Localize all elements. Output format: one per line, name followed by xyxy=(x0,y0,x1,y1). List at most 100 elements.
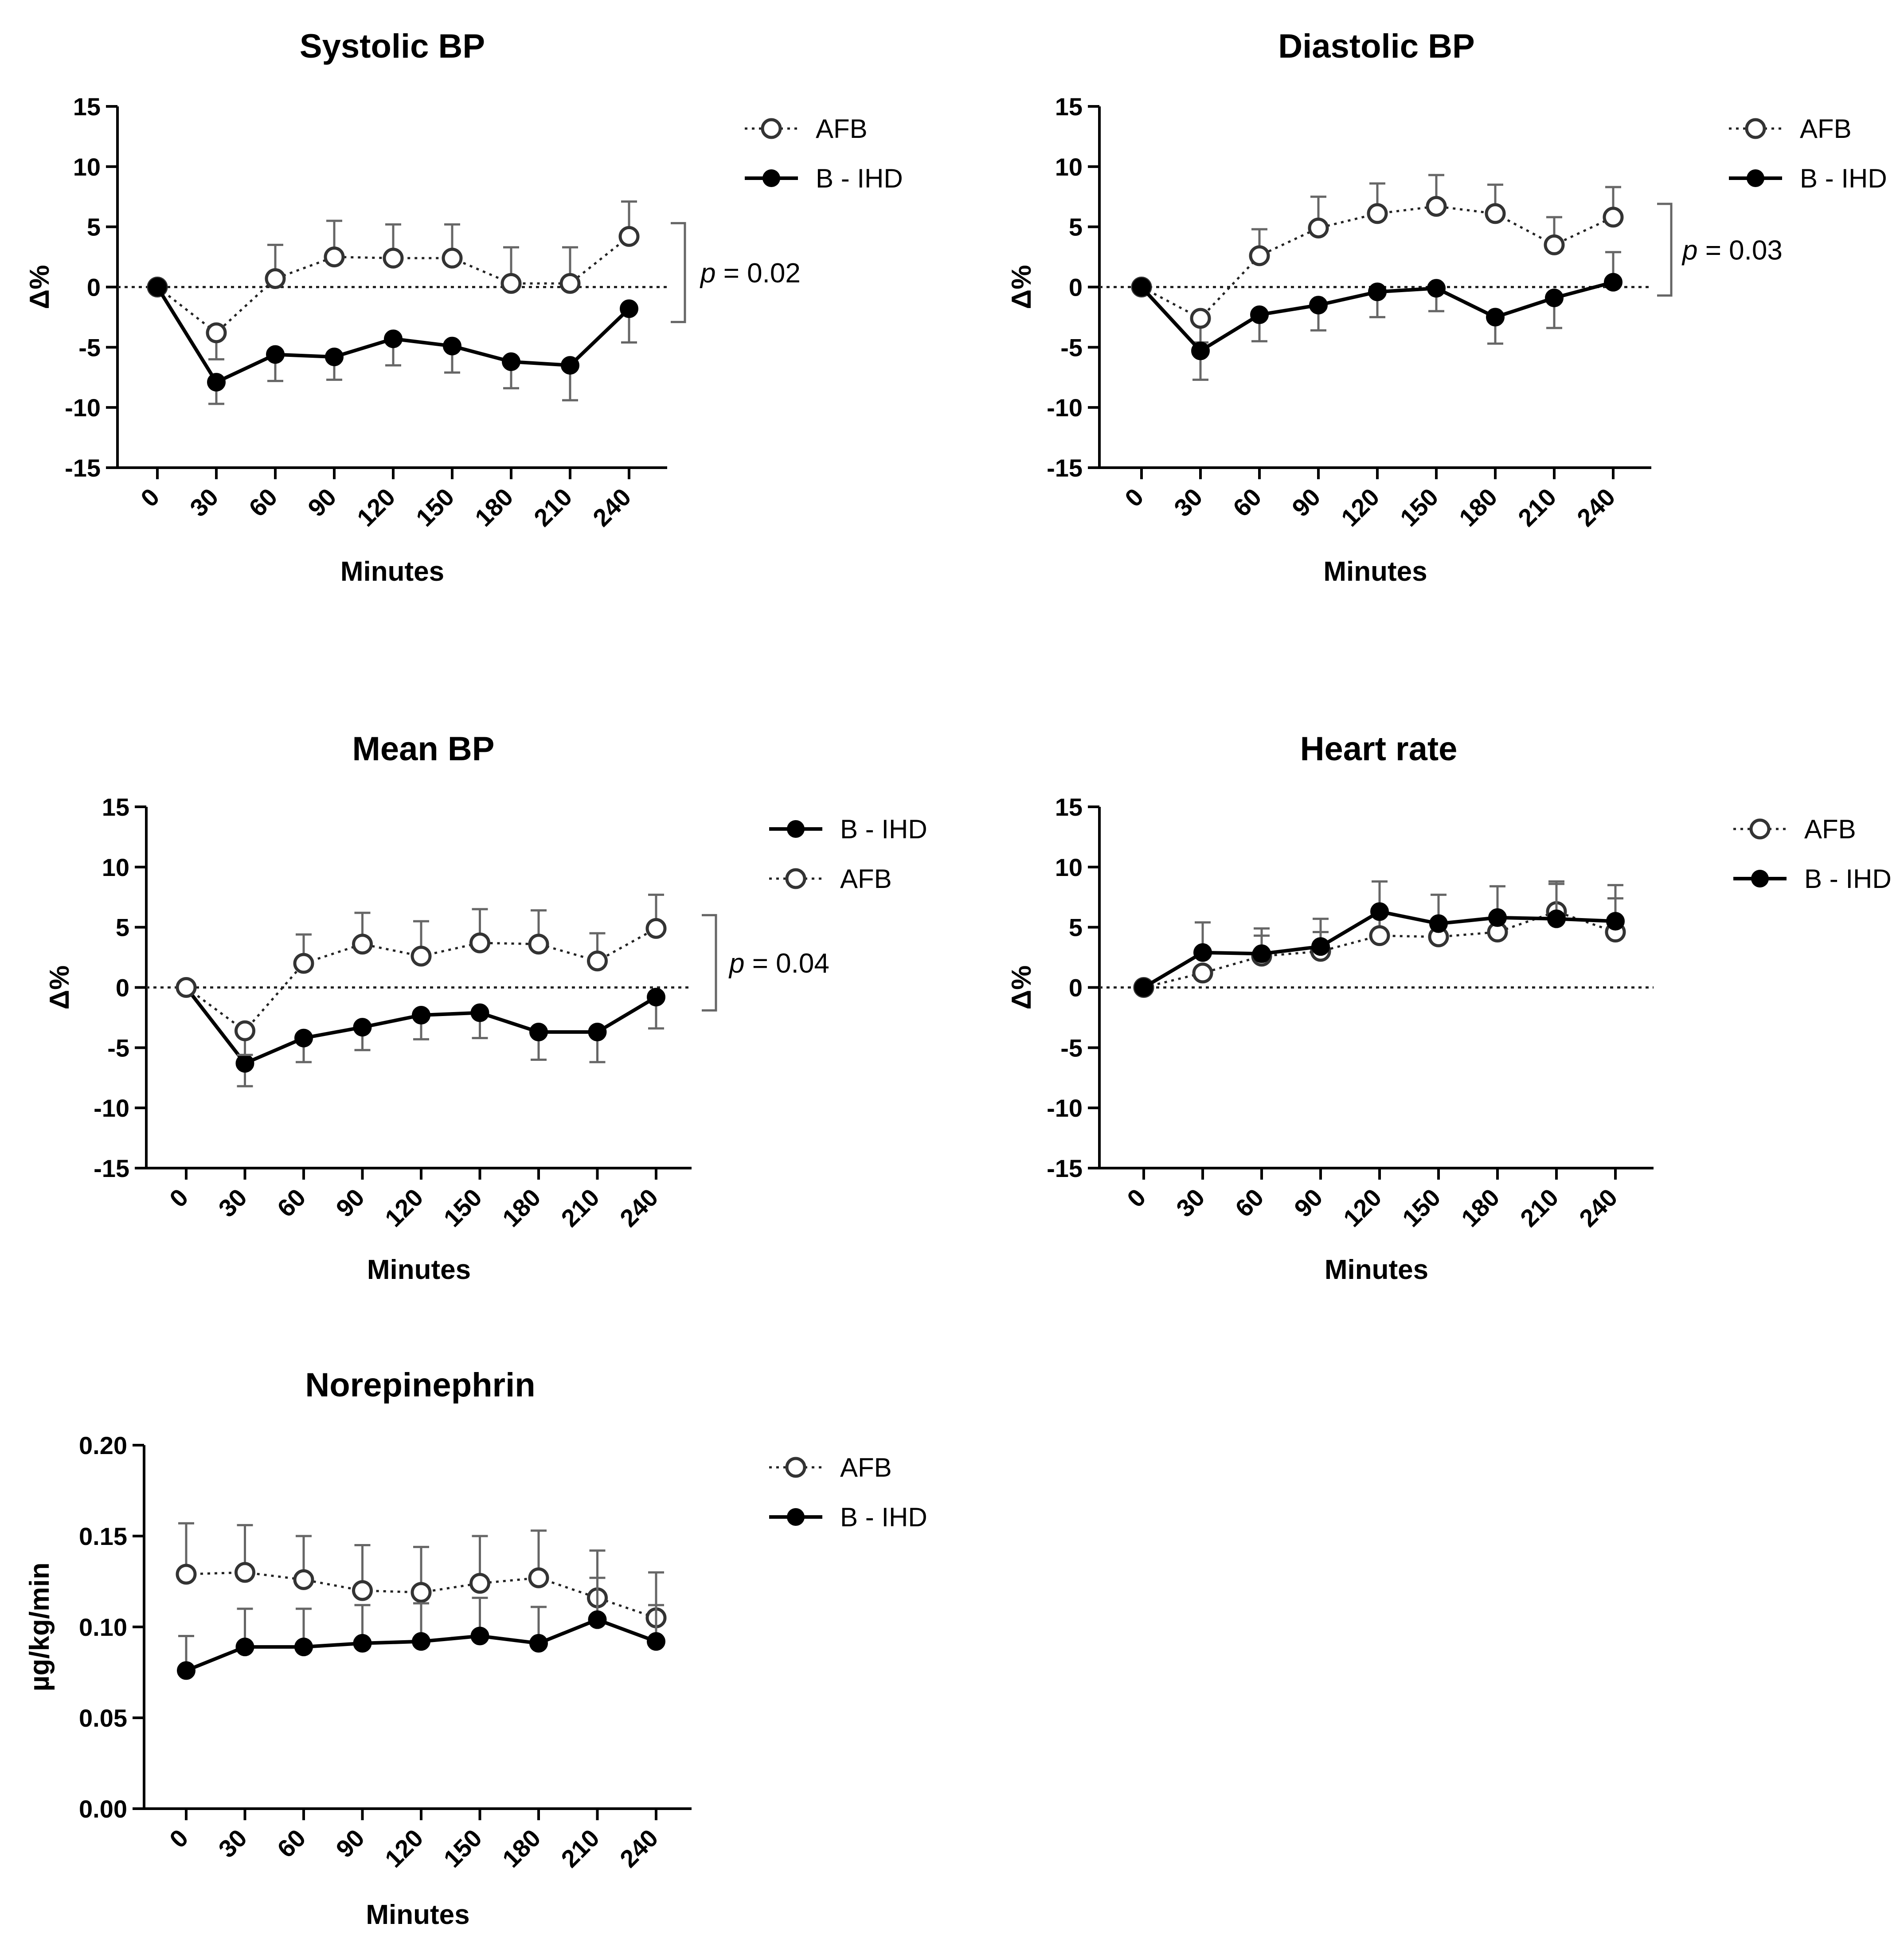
y-tick-label: -15 xyxy=(1047,454,1083,482)
x-tick-label: 90 xyxy=(330,1183,370,1223)
p-symbol: p xyxy=(700,258,715,289)
data-point xyxy=(1369,925,1390,946)
y-tick-label: -5 xyxy=(78,333,101,361)
data-point xyxy=(294,1638,313,1657)
legend-label: AFB xyxy=(816,114,868,144)
chart-title: Heart rate xyxy=(1300,730,1458,768)
data-point xyxy=(1252,944,1271,963)
data-point xyxy=(1311,937,1330,956)
y-tick-label: 15 xyxy=(1055,793,1083,821)
data-point xyxy=(1547,909,1566,928)
legend-entry: B - IHD xyxy=(1733,864,1892,894)
y-tick-label: 5 xyxy=(87,213,101,241)
x-tick-label: 240 xyxy=(587,483,637,532)
data-point xyxy=(1427,279,1446,298)
x-tick-label: 90 xyxy=(1286,483,1326,522)
y-tick-label: 15 xyxy=(102,793,129,821)
x-axis-label: Minutes xyxy=(366,1900,469,1930)
x-tick-label: 90 xyxy=(302,483,342,522)
series-line xyxy=(156,235,630,335)
legend-marker xyxy=(785,1457,806,1478)
y-axis-label: Δ% xyxy=(1006,966,1037,1010)
x-tick-label: 120 xyxy=(1336,483,1385,532)
legend-marker xyxy=(785,868,806,889)
series-afb xyxy=(147,200,640,360)
y-tick-label: -5 xyxy=(107,1034,129,1062)
y-tick-label: 0 xyxy=(1069,274,1083,301)
data-point xyxy=(235,1638,254,1657)
x-tick-label: 120 xyxy=(379,1183,429,1232)
data-point xyxy=(1603,207,1624,228)
y-tick-label: 10 xyxy=(1055,853,1083,881)
legend-entry: B - IHD xyxy=(1729,164,1887,193)
legend-marker xyxy=(761,118,782,139)
x-tick-label: 210 xyxy=(1513,483,1562,532)
y-tick-label: -10 xyxy=(1047,1094,1083,1122)
y-tick-label: -15 xyxy=(94,1154,129,1182)
x-tick-label: 180 xyxy=(497,1824,546,1873)
data-point xyxy=(1544,234,1565,255)
data-point xyxy=(266,345,285,364)
legend-label: B - IHD xyxy=(1800,164,1887,193)
data-point xyxy=(1191,341,1210,360)
series-b-ihd xyxy=(177,1576,665,1680)
p-value-label: p = 0.04 xyxy=(728,948,829,979)
legend-marker xyxy=(1745,118,1766,139)
chart-panel: Diastolic BP 15 10 5 0 -5 -10 -15 0 30 60 90 120 150 1… xyxy=(1006,27,1887,587)
y-tick-label: 0.10 xyxy=(79,1613,127,1641)
data-point xyxy=(1367,203,1388,224)
data-point xyxy=(1134,978,1153,997)
legend-label: AFB xyxy=(840,864,892,894)
x-tick-label: 150 xyxy=(438,1824,487,1873)
data-point xyxy=(294,1028,313,1048)
y-tick-label: -5 xyxy=(1060,1034,1083,1062)
x-tick-label: 210 xyxy=(1515,1183,1564,1232)
legend-marker xyxy=(762,169,780,187)
x-tick-label: 30 xyxy=(213,1824,252,1863)
x-tick-label: 30 xyxy=(1171,1183,1210,1223)
p-value-label: p = 0.02 xyxy=(700,258,801,289)
y-tick-label: -15 xyxy=(65,454,101,482)
data-point xyxy=(1604,273,1623,292)
data-point xyxy=(176,1564,197,1585)
data-point xyxy=(412,1005,430,1024)
data-point xyxy=(470,1003,489,1022)
x-tick-label: 120 xyxy=(379,1824,429,1873)
x-tick-label: 180 xyxy=(1454,483,1503,532)
data-point xyxy=(529,1634,548,1653)
x-tick-label: 120 xyxy=(352,483,401,532)
chart-panel: Norepinephrin 0.20 0.15 0.10 0.05 0.00 0 30 60 90… xyxy=(24,1366,927,1930)
data-point xyxy=(384,329,403,348)
data-point xyxy=(1249,245,1270,266)
data-point xyxy=(618,226,640,247)
y-tick-label: 0.20 xyxy=(79,1431,127,1459)
data-point xyxy=(1308,217,1329,238)
p-value-text: = 0.02 xyxy=(715,258,800,289)
data-point xyxy=(324,246,345,268)
x-tick-label: 150 xyxy=(1395,483,1444,532)
y-tick-label: -15 xyxy=(1047,1154,1083,1182)
series-b-ihd xyxy=(1132,251,1623,381)
data-point xyxy=(1368,282,1387,301)
y-tick-label: 0 xyxy=(1069,974,1083,1002)
x-tick-label: 0 xyxy=(135,483,165,512)
legend-entry: AFB xyxy=(1733,814,1856,844)
legend-marker xyxy=(787,820,805,838)
data-point xyxy=(206,322,227,344)
p-symbol: p xyxy=(728,948,744,979)
legend-marker xyxy=(787,1508,805,1526)
data-point xyxy=(647,988,665,1007)
x-axis-label: Minutes xyxy=(1325,1255,1428,1285)
data-point xyxy=(469,932,490,954)
x-tick-label: 0 xyxy=(164,1183,194,1213)
data-point xyxy=(411,1582,432,1603)
x-tick-label: 150 xyxy=(438,1183,487,1232)
x-tick-label: 210 xyxy=(555,1824,605,1873)
y-tick-label: -10 xyxy=(65,394,101,422)
x-tick-label: 90 xyxy=(330,1824,370,1863)
data-point xyxy=(588,1023,607,1042)
data-point xyxy=(620,299,638,318)
data-point xyxy=(647,1632,665,1651)
legend-entry: AFB xyxy=(1729,114,1852,144)
y-tick-label: -5 xyxy=(1060,333,1083,361)
